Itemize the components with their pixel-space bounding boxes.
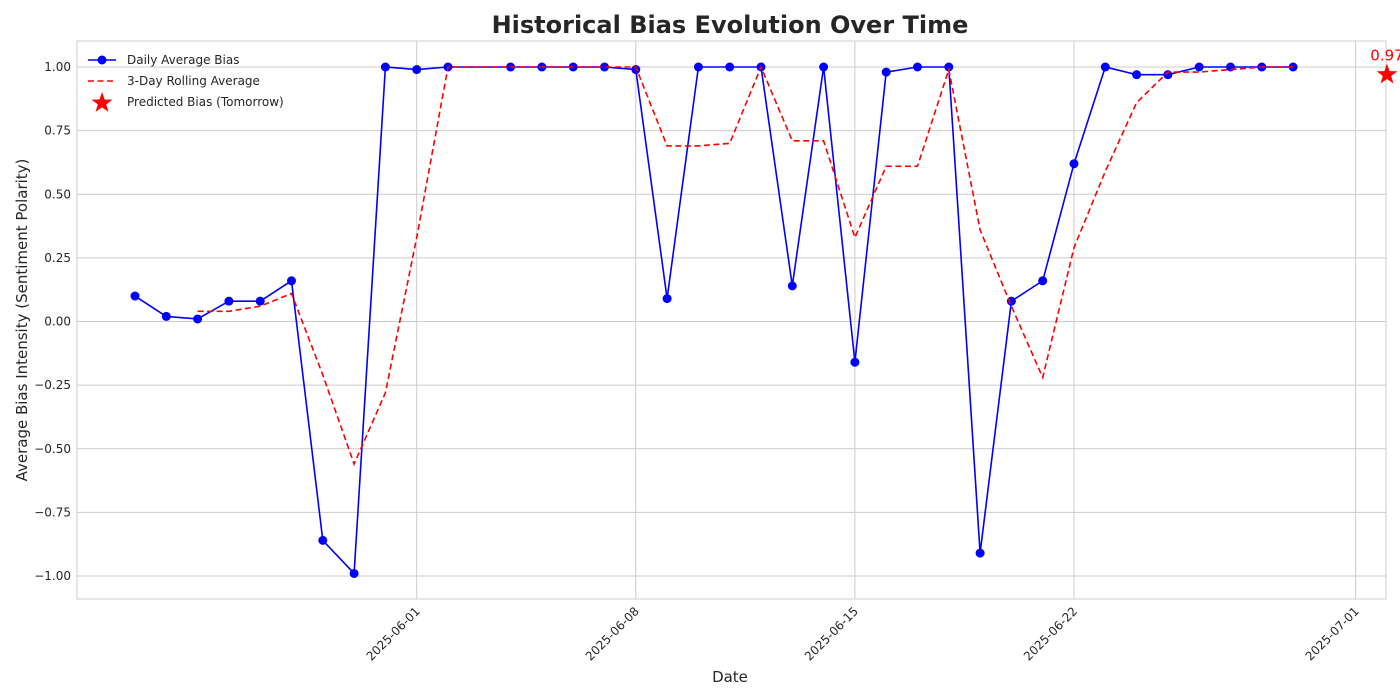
y-tick-label: 0.00	[44, 315, 71, 329]
data-point	[1226, 62, 1235, 72]
data-point	[787, 281, 797, 291]
data-point	[693, 62, 703, 72]
data-point	[412, 65, 422, 75]
y-tick-label: 0.50	[44, 187, 71, 201]
y-tick-label: 0.75	[44, 124, 71, 138]
y-axis-label: Average Bias Intensity (Sentiment Polari…	[13, 159, 31, 482]
legend-item: 3-Day Rolling Average	[88, 74, 260, 88]
data-point	[975, 548, 985, 558]
data-point	[255, 296, 265, 306]
series-1	[197, 64, 1294, 467]
data-point	[913, 62, 922, 72]
y-tick-label: −1.00	[34, 569, 71, 583]
y-tick-label: 0.25	[44, 251, 71, 265]
data-point	[631, 65, 641, 75]
data-point	[1069, 159, 1079, 169]
data-point	[1006, 296, 1016, 306]
data-point	[850, 357, 860, 367]
legend: Daily Average Bias 3-Day Rolling Average P…	[88, 53, 284, 112]
predicted-star-marker	[1376, 63, 1398, 84]
legend-item: Daily Average Bias	[88, 53, 239, 67]
legend-star-swatch	[91, 92, 113, 112]
data-point	[224, 296, 234, 306]
legend-label: Daily Average Bias	[127, 53, 239, 67]
y-tick-label: 1.00	[44, 60, 71, 74]
chart-title: Historical Bias Evolution Over Time	[492, 11, 969, 39]
data-point	[1100, 62, 1110, 72]
grid-lines	[77, 41, 1386, 599]
data-point	[318, 535, 328, 545]
data-point	[600, 62, 609, 72]
legend-item: Predicted Bias (Tomorrow)	[91, 92, 284, 112]
data-point	[287, 276, 296, 286]
y-tick-label: −0.50	[34, 442, 71, 456]
data-point	[819, 62, 829, 72]
plot-area-frame	[76, 40, 1387, 600]
data-point	[380, 62, 390, 72]
series-layer: 0.97	[130, 47, 1400, 578]
data-point	[1038, 276, 1048, 286]
data-point	[1132, 70, 1142, 80]
y-tick-label: −0.75	[34, 505, 71, 519]
data-point	[1163, 70, 1173, 80]
data-point	[349, 568, 359, 578]
data-point	[881, 67, 891, 77]
data-point	[130, 291, 140, 301]
legend-label: 3-Day Rolling Average	[127, 74, 260, 88]
x-axis-label: Date	[712, 668, 748, 686]
data-point	[193, 314, 203, 324]
data-point	[1194, 62, 1204, 72]
data-point	[725, 62, 735, 72]
data-point	[662, 294, 672, 304]
data-point	[161, 311, 171, 321]
y-tick-label: −0.25	[34, 378, 71, 392]
legend-label: Predicted Bias (Tomorrow)	[127, 95, 284, 109]
rolling-average-line	[197, 64, 1294, 467]
legend-marker-swatch	[97, 55, 107, 65]
prediction-value-label: 0.97	[1370, 47, 1400, 65]
series-2	[1376, 63, 1398, 84]
